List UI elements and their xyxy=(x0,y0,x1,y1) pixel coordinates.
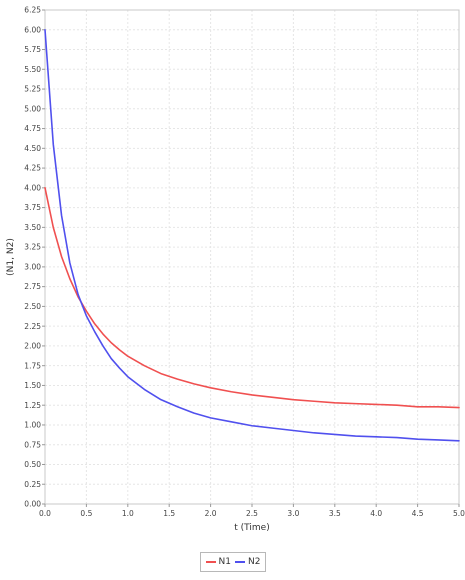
grid xyxy=(45,10,459,504)
legend-swatch-n1 xyxy=(205,561,216,563)
y-tick-label: 5.75 xyxy=(24,45,41,54)
x-tick-label: 2.5 xyxy=(246,509,258,518)
y-tick-label: 5.50 xyxy=(24,65,41,74)
y-tick-label: 4.50 xyxy=(24,144,41,153)
y-tick-label: 2.75 xyxy=(24,282,41,291)
y-tick-label: 2.00 xyxy=(24,342,41,351)
y-tick-label: 1.25 xyxy=(24,401,41,410)
legend-item-n2: N2 xyxy=(235,557,260,567)
y-tick-label: 5.00 xyxy=(24,104,41,113)
axis-ticks: 0.00 0.25 0.50 0.75 1.00 1.25 1.50 1.75 2.00 2.25… xyxy=(24,6,465,518)
y-tick-label: 1.00 xyxy=(24,421,41,430)
legend: N1 N2 xyxy=(200,552,266,572)
y-tick-label: 1.50 xyxy=(24,381,41,390)
x-tick-label: 0.5 xyxy=(80,509,92,518)
legend-swatch-n2 xyxy=(235,561,245,563)
y-tick-label: 3.25 xyxy=(24,243,41,252)
y-tick-label: 4.00 xyxy=(24,183,41,192)
series xyxy=(44,28,460,442)
x-tick-label: 2.0 xyxy=(205,509,217,518)
x-tick-label: 3.5 xyxy=(329,509,341,518)
x-tick-label: 4.5 xyxy=(412,509,424,518)
y-tick-label: 3.50 xyxy=(24,223,41,232)
x-axis-title: t (Time) xyxy=(234,523,269,533)
y-tick-label: 3.75 xyxy=(24,203,41,212)
legend-label-n2: N2 xyxy=(248,557,261,567)
y-tick-label: 1.75 xyxy=(24,361,41,370)
y-tick-label: 5.25 xyxy=(24,85,41,94)
y-tick-label: 6.25 xyxy=(24,6,41,15)
y-axis-title: (N1, N2) xyxy=(6,238,16,276)
series-line-n2 xyxy=(44,28,460,442)
y-tick-label: 0.00 xyxy=(24,500,41,509)
y-tick-label: 0.50 xyxy=(24,460,41,469)
x-tick-label: 4.0 xyxy=(370,509,382,518)
x-tick-label: 5.0 xyxy=(453,509,465,518)
x-tick-label: 1.0 xyxy=(122,509,134,518)
y-tick-label: 2.50 xyxy=(24,302,41,311)
y-tick-label: 3.00 xyxy=(24,262,41,271)
y-tick-label: 4.25 xyxy=(24,164,41,173)
y-tick-label: 2.25 xyxy=(24,322,41,331)
legend-label-n1: N1 xyxy=(218,557,231,567)
y-tick-label: 4.75 xyxy=(24,124,41,133)
x-tick-label: 1.5 xyxy=(163,509,175,518)
y-tick-label: 6.00 xyxy=(24,25,41,34)
y-tick-label: 0.25 xyxy=(24,480,41,489)
plot-area xyxy=(44,9,460,505)
y-tick-label: 0.75 xyxy=(24,440,41,449)
legend-item-n1: N1 xyxy=(205,557,231,567)
x-tick-label: 3.0 xyxy=(287,509,299,518)
x-tick-label: 0.0 xyxy=(39,509,51,518)
